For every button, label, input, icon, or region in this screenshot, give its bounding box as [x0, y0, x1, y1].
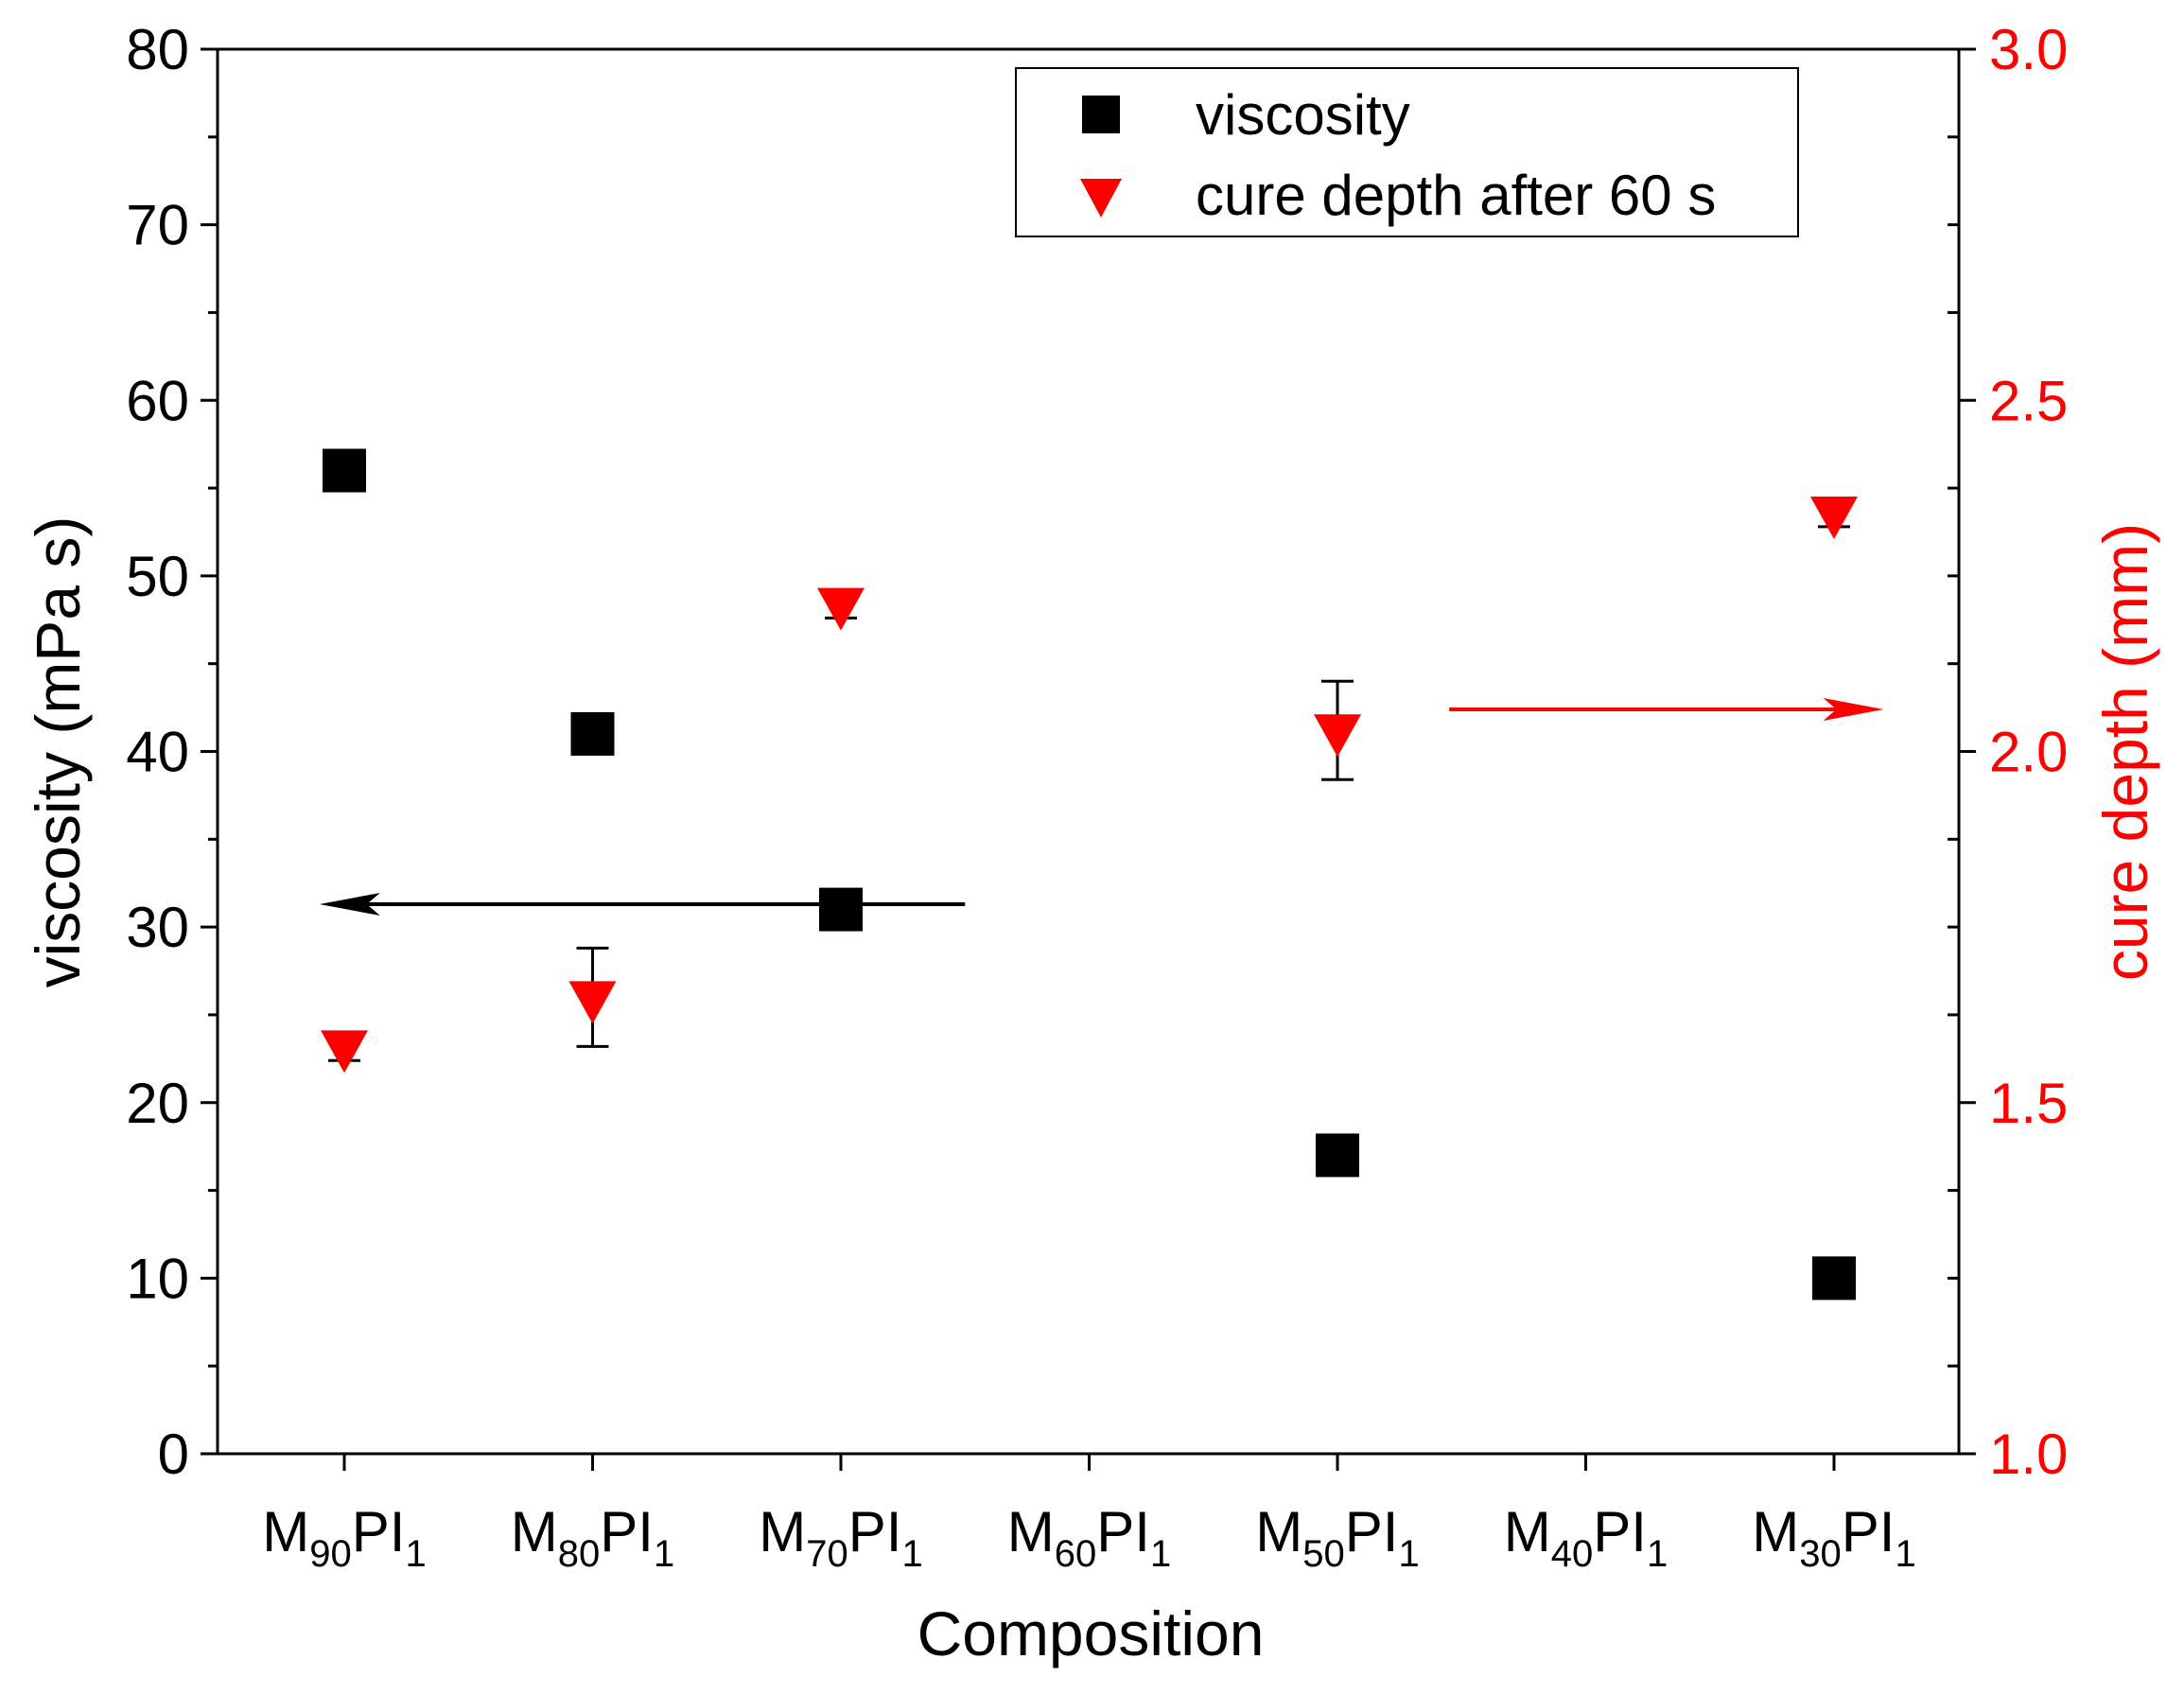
- y-right-tick-label: 2.5: [1989, 369, 2068, 432]
- y-right-tick-label: 1.5: [1989, 1072, 2068, 1135]
- cure-depth-point: [1314, 714, 1361, 758]
- x-tick-label: M40PI1: [1504, 1500, 1668, 1575]
- legend: viscosity cure depth after 60 s: [1015, 67, 1799, 237]
- y-left-tick-label: 20: [126, 1072, 189, 1135]
- plot-frame: [216, 47, 1961, 1456]
- y-right-tick-label: 3.0: [1989, 18, 2068, 81]
- arrow-right-head: [1823, 697, 1884, 721]
- viscosity-point: [323, 448, 366, 493]
- legend-box: [1015, 67, 1799, 237]
- viscosity-point: [1316, 1133, 1359, 1178]
- y-left-tick-label: 0: [158, 1423, 189, 1486]
- y-left-tick-label: 80: [126, 18, 189, 81]
- cure-depth-point: [568, 981, 617, 1024]
- viscosity-point: [570, 711, 615, 756]
- cure-depth-point: [1810, 497, 1858, 540]
- y-left-tick-label: 60: [126, 369, 189, 432]
- y-right-tick-label: 1.0: [1989, 1423, 2068, 1486]
- legend-viscosity-marker: [1082, 96, 1120, 133]
- y-left-tick-label: 10: [126, 1247, 189, 1310]
- viscosity-point: [1812, 1256, 1856, 1301]
- viscosity-point: [819, 887, 863, 932]
- x-tick-label: M60PI1: [1007, 1500, 1171, 1575]
- x-tick-label: M50PI1: [1255, 1500, 1419, 1575]
- arrow-left-head: [319, 892, 380, 916]
- legend-cure-depth-marker: [1080, 179, 1122, 218]
- x-tick-label: M70PI1: [759, 1500, 922, 1575]
- cure-depth-point: [817, 587, 865, 631]
- y-left-tick-label: 40: [126, 721, 189, 784]
- y-right-tick-label: 2.0: [1989, 721, 2068, 784]
- y-left-tick-label: 70: [126, 194, 189, 257]
- y-left-tick-label: 50: [126, 545, 189, 608]
- y-axis-left-title: viscosity (mPa s): [23, 516, 93, 988]
- y-axis-right-title: cure depth (mm): [2090, 523, 2160, 981]
- x-axis-title: Composition: [917, 1598, 1265, 1668]
- y-left-tick-label: 30: [126, 896, 189, 959]
- x-tick-label: M80PI1: [511, 1500, 674, 1575]
- legend-viscosity-label: viscosity: [1196, 83, 1410, 147]
- cure-depth-point: [321, 1030, 368, 1074]
- x-tick-label: M30PI1: [1752, 1500, 1915, 1575]
- legend-cure-depth-label: cure depth after 60 s: [1196, 164, 1716, 227]
- x-tick-label: M90PI1: [262, 1500, 426, 1575]
